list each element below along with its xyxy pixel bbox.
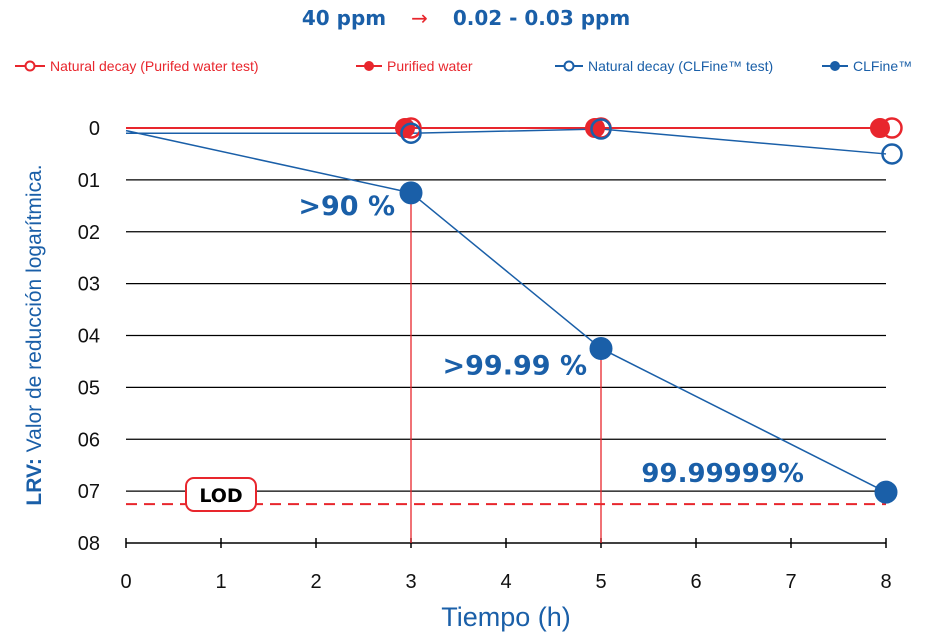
y-tick-label: 0 — [89, 118, 100, 140]
data-point — [589, 336, 613, 360]
x-tick-label: 0 — [120, 571, 131, 593]
legend-item-natural-decay-purified: Natural decay (Purifed water test) — [14, 58, 259, 74]
open-circle-line-icon — [15, 60, 45, 72]
y-tick-label: 02 — [78, 222, 100, 244]
data-point — [400, 122, 422, 144]
data-point — [400, 117, 422, 139]
legend-item-natural-decay-clfine: Natural decay (CLFine™ test) — [554, 58, 773, 74]
data-point — [881, 143, 903, 165]
initial-concentration: 40 ppm — [301, 6, 387, 30]
concentration-header: 40 ppm → 0.02 - 0.03 ppm — [0, 6, 932, 30]
legend-label: Natural decay (Purifed water test) — [50, 58, 259, 74]
x-axis-title: Tiempo (h) — [441, 602, 571, 632]
data-label: >99.99 % — [443, 350, 587, 381]
x-tick-label: 3 — [405, 571, 416, 593]
data-label: 99.99999% — [641, 459, 804, 489]
data-point — [874, 480, 898, 504]
open-circle-line-icon — [555, 60, 583, 72]
lod-label: LOD — [199, 485, 242, 507]
x-tick-label: 4 — [500, 571, 511, 593]
data-point — [881, 117, 903, 139]
y-axis-title: LRV: Valor de reducción logarítmica. — [23, 164, 46, 505]
y-tick-label: 03 — [78, 274, 100, 296]
legend-label: Natural decay (CLFine™ test) — [588, 58, 774, 74]
y-tick-label: 04 — [78, 326, 100, 348]
y-tick-label: 05 — [78, 377, 100, 399]
x-tick-label: 8 — [880, 571, 891, 593]
data-point — [590, 118, 612, 140]
lod-badge — [185, 477, 257, 512]
y-tick-label: 07 — [78, 481, 100, 503]
y-axis-title-text: Valor de reducción logarítmica. — [23, 164, 46, 452]
series-line — [125, 129, 887, 493]
x-tick-label: 7 — [785, 571, 796, 593]
data-point — [399, 181, 423, 205]
legend-item-clfine: CLFine™ — [821, 58, 912, 74]
y-tick-label: 01 — [78, 170, 100, 192]
legend-item-purified-water: Purified water — [355, 58, 473, 74]
y-axis-title-bold: LRV: — [23, 452, 46, 505]
chart-legend: Natural decay (Purifed water test) Purif… — [0, 58, 932, 82]
right-arrow-icon: → — [411, 6, 428, 30]
x-tick-label: 5 — [595, 571, 606, 593]
final-concentration: 0.02 - 0.03 ppm — [452, 6, 631, 30]
filled-circle-line-icon — [356, 61, 382, 71]
legend-label: CLFine™ — [853, 58, 913, 74]
filled-circle-line-icon — [822, 61, 848, 71]
x-tick-label: 1 — [215, 571, 226, 593]
y-tick-label: 08 — [78, 533, 100, 555]
y-tick-label: 06 — [78, 429, 100, 451]
data-label: >90 % — [298, 191, 395, 222]
legend-label: Purified water — [387, 58, 473, 74]
x-tick-label: 2 — [310, 571, 321, 593]
x-tick-label: 6 — [690, 571, 701, 593]
series-line — [126, 128, 887, 155]
